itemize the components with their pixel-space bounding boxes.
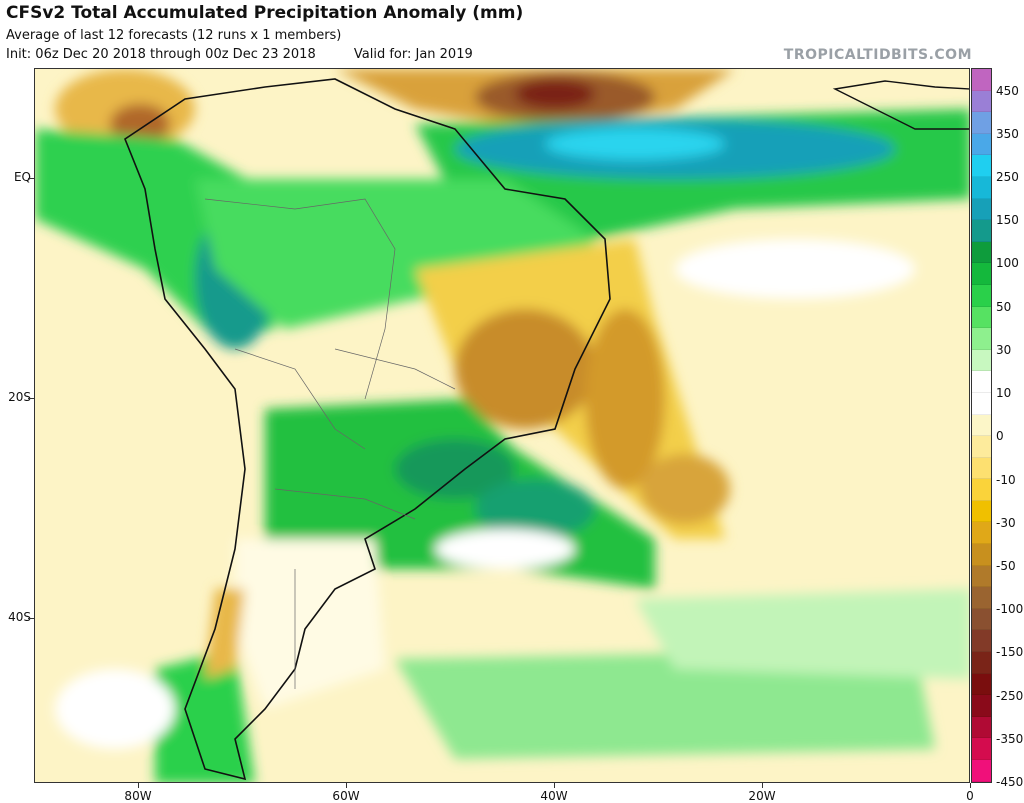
colorbar-cell <box>972 716 991 739</box>
colorbar-label: -100 <box>996 602 1024 617</box>
lon-label: 20W <box>748 789 776 803</box>
lon-tick <box>138 783 139 788</box>
colorbar-cell <box>972 371 991 393</box>
valid-text: Valid for: Jan 2019 <box>353 47 473 62</box>
colorbar-label: 150 <box>996 213 1019 228</box>
colorbar-cell <box>972 306 991 329</box>
colorbar-cell <box>972 630 991 653</box>
colorbar-cell <box>972 738 991 760</box>
lat-tick <box>28 398 34 399</box>
lat-label: EQ <box>13 170 31 184</box>
init-text: Init: 06z Dec 20 2018 through 00z Dec 23… <box>6 47 316 62</box>
lon-tick <box>554 783 555 788</box>
colorbar-cell <box>972 112 991 134</box>
colorbar-label: 350 <box>996 126 1019 141</box>
anomaly-shading <box>35 69 969 782</box>
lon-label: 80W <box>124 789 152 803</box>
colorbar-cell <box>972 90 991 113</box>
colorbar-cell <box>972 587 991 609</box>
south-america-coastline <box>124 78 611 781</box>
colorbar-cell <box>972 436 991 458</box>
colorbar-label: 450 <box>996 83 1019 98</box>
colorbar-label: 10 <box>996 386 1012 401</box>
country-borders <box>204 198 456 689</box>
precipitation-map <box>34 68 970 783</box>
africa-coastline <box>832 80 969 130</box>
colorbar-label: 100 <box>996 256 1019 271</box>
colorbar-cell <box>972 500 991 523</box>
colorbar-label: -350 <box>996 731 1024 746</box>
colorbar-cell <box>972 608 991 631</box>
lat-tick <box>28 618 34 619</box>
colorbar-cell <box>972 220 991 242</box>
colorbar-cell <box>972 695 991 717</box>
colorbar-cell <box>972 673 991 696</box>
map-canvas <box>35 69 969 782</box>
lon-tick <box>970 783 971 788</box>
colorbar-cell <box>972 155 991 177</box>
colorbar-cell <box>972 565 991 588</box>
colorbar-label: -30 <box>996 515 1016 530</box>
map-title: CFSv2 Total Accumulated Precipitation An… <box>6 3 524 23</box>
colorbar-cell <box>972 457 991 480</box>
colorbar-label: -10 <box>996 472 1016 487</box>
lat-label: 40S <box>8 610 31 624</box>
lon-label: 40W <box>540 789 568 803</box>
colorbar-cell <box>972 133 991 156</box>
colorbar-cell <box>972 479 991 501</box>
lat-label: 20S <box>8 390 31 404</box>
lat-tick <box>28 178 34 179</box>
colorbar-label: -150 <box>996 645 1024 660</box>
colorbar-cell <box>972 760 991 782</box>
colorbar-cell <box>972 522 991 545</box>
init-line: Init: 06z Dec 20 2018 through 00z Dec 23… <box>6 47 473 62</box>
colorbar-label: 50 <box>996 299 1012 314</box>
colorbar-cell <box>972 176 991 199</box>
colorbar-label: 30 <box>996 342 1012 357</box>
colorbar-label: 250 <box>996 170 1019 185</box>
colorbar-label: -250 <box>996 688 1024 703</box>
colorbar-cell <box>972 198 991 221</box>
colorbar-cell <box>972 69 991 91</box>
colorbar <box>971 68 992 783</box>
lon-label: 0 <box>966 789 974 803</box>
colorbar-cell <box>972 263 991 285</box>
colorbar-cell <box>972 414 991 437</box>
colorbar-cell <box>972 392 991 415</box>
colorbar-cell <box>972 652 991 674</box>
colorbar-cell <box>972 349 991 372</box>
colorbar-cell <box>972 328 991 350</box>
colorbar-label: 0 <box>996 429 1004 444</box>
colorbar-cell <box>972 284 991 307</box>
colorbar-label: -450 <box>996 775 1024 789</box>
lon-tick <box>762 783 763 788</box>
colorbar-cell <box>972 241 991 264</box>
colorbar-cell <box>972 544 991 566</box>
lon-label: 60W <box>332 789 360 803</box>
map-subtitle: Average of last 12 forecasts (12 runs x … <box>6 28 342 43</box>
lon-tick <box>346 783 347 788</box>
colorbar-label: -50 <box>996 558 1016 573</box>
watermark: TROPICALTIDBITS.COM <box>783 47 972 63</box>
